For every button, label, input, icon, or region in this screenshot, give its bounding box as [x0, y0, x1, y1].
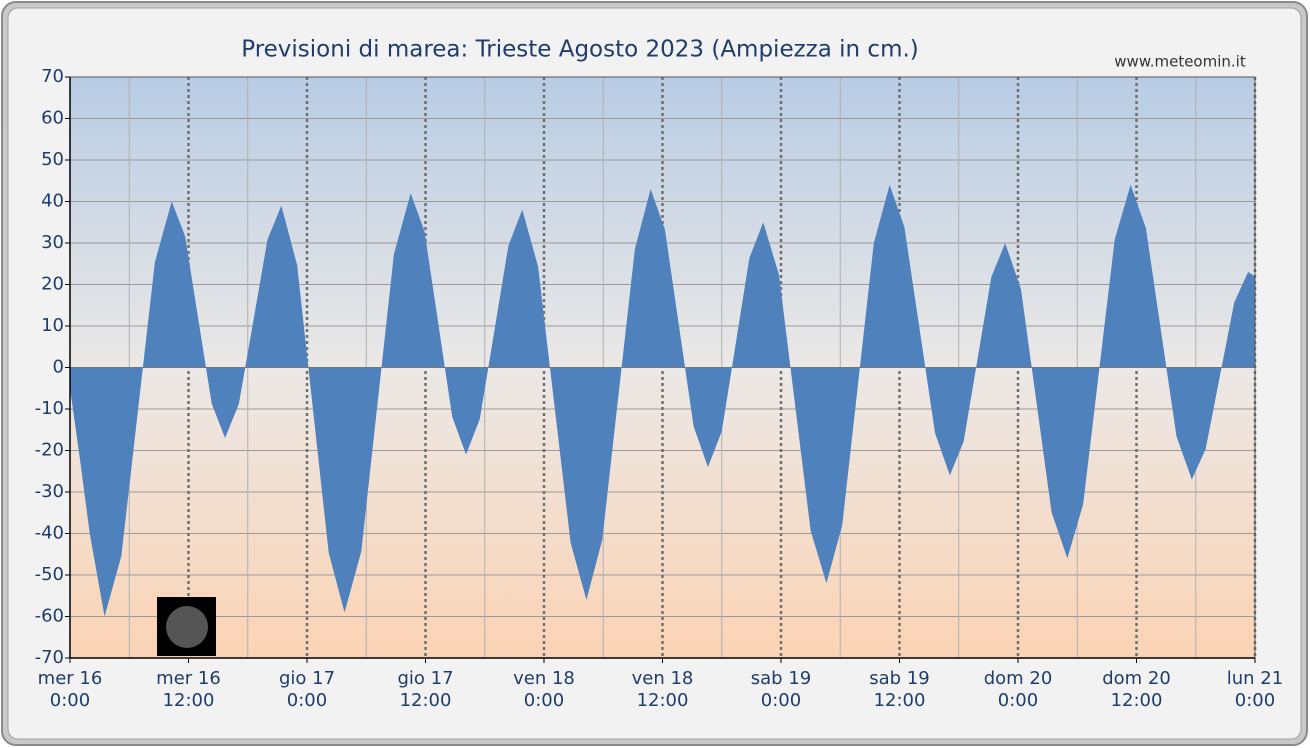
- x-tick-label: gio 17: [279, 668, 335, 689]
- y-tick-label: 20: [41, 274, 64, 295]
- y-tick-label: -40: [35, 523, 64, 544]
- x-tick-label: sab 19: [869, 668, 929, 689]
- x-tick-label: 0:00: [287, 690, 327, 711]
- y-tick-label: 10: [41, 315, 64, 336]
- y-tick-label: 40: [41, 191, 64, 212]
- x-tick-label: 12:00: [163, 690, 215, 711]
- x-tick-label: 0:00: [50, 690, 90, 711]
- y-tick-label: 30: [41, 232, 64, 253]
- y-tick-label: 70: [41, 66, 64, 87]
- x-tick-label: 12:00: [400, 690, 452, 711]
- y-tick-label: -70: [35, 647, 64, 668]
- x-tick-label: 0:00: [761, 690, 801, 711]
- y-tick-label: -20: [35, 440, 64, 461]
- source: www.meteomin.it: [1114, 53, 1246, 71]
- x-tick-label: 0:00: [1235, 690, 1275, 711]
- y-tick-label: 60: [41, 108, 64, 129]
- x-tick-label: dom 20: [984, 668, 1053, 689]
- x-tick-label: gio 17: [397, 668, 453, 689]
- y-tick-label: -50: [35, 564, 64, 585]
- x-tick-label: lun 21: [1227, 668, 1283, 689]
- x-tick-label: dom 20: [1102, 668, 1171, 689]
- x-tick-label: 12:00: [874, 690, 926, 711]
- x-tick-label: ven 18: [513, 668, 575, 689]
- y-tick-label: -10: [35, 398, 64, 419]
- tide-area: [70, 184, 1255, 617]
- chart-title: Previsioni di marea: Trieste Agosto 2023…: [241, 37, 919, 63]
- x-tick-label: 12:00: [1111, 690, 1163, 711]
- ticks: -70 -60 -50 -40 -30 -20 -10 0 10 20 30 40 50 60 70 mer …: [35, 66, 1284, 711]
- x-tick-label: ven 18: [632, 668, 694, 689]
- x-tick-label: 0:00: [998, 690, 1038, 711]
- y-tick-label: -30: [35, 481, 64, 502]
- x-tick-label: sab 19: [751, 668, 811, 689]
- x-tick-label: 12:00: [637, 690, 689, 711]
- x-tick-label: 0:00: [524, 690, 564, 711]
- x-tick-label: mer 16: [156, 668, 221, 689]
- y-tick-label: 0: [53, 357, 64, 378]
- y-tick-label: 50: [41, 149, 64, 170]
- moon: [166, 606, 208, 648]
- y-tick-label: -60: [35, 606, 64, 627]
- marks: [70, 184, 1255, 617]
- x-tick-label: mer 16: [38, 668, 103, 689]
